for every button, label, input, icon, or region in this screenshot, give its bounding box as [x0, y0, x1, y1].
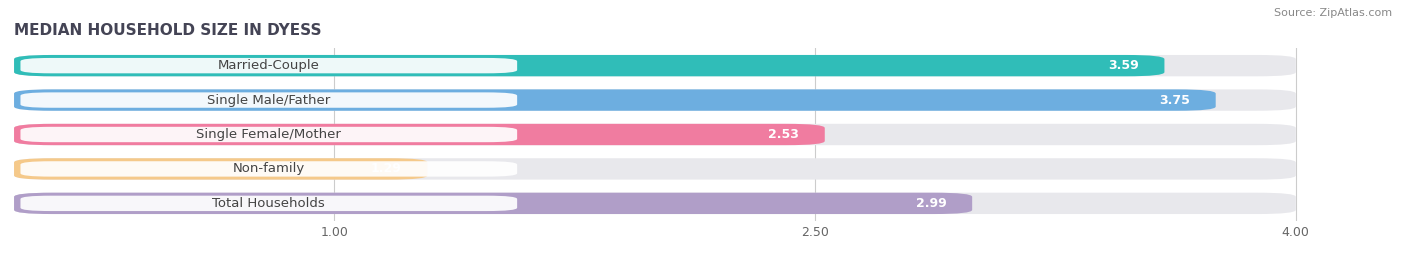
Text: Married-Couple: Married-Couple — [218, 59, 319, 72]
Text: 3.75: 3.75 — [1159, 94, 1189, 107]
FancyBboxPatch shape — [14, 89, 1216, 111]
Text: MEDIAN HOUSEHOLD SIZE IN DYESS: MEDIAN HOUSEHOLD SIZE IN DYESS — [14, 23, 322, 38]
Text: Total Households: Total Households — [212, 197, 325, 210]
FancyBboxPatch shape — [14, 193, 972, 214]
FancyBboxPatch shape — [14, 55, 1296, 76]
FancyBboxPatch shape — [14, 158, 427, 180]
Text: Source: ZipAtlas.com: Source: ZipAtlas.com — [1274, 8, 1392, 18]
FancyBboxPatch shape — [14, 158, 1296, 180]
FancyBboxPatch shape — [14, 193, 1296, 214]
Text: Single Male/Father: Single Male/Father — [207, 94, 330, 107]
Text: 2.53: 2.53 — [768, 128, 799, 141]
Text: 1.29: 1.29 — [371, 162, 402, 175]
FancyBboxPatch shape — [14, 55, 1164, 76]
Text: Non-family: Non-family — [232, 162, 305, 175]
FancyBboxPatch shape — [21, 161, 517, 177]
Text: 3.59: 3.59 — [1108, 59, 1139, 72]
Text: Single Female/Mother: Single Female/Mother — [197, 128, 342, 141]
Text: 2.99: 2.99 — [915, 197, 946, 210]
FancyBboxPatch shape — [14, 124, 825, 145]
FancyBboxPatch shape — [21, 92, 517, 108]
FancyBboxPatch shape — [21, 58, 517, 73]
FancyBboxPatch shape — [21, 196, 517, 211]
FancyBboxPatch shape — [14, 89, 1296, 111]
FancyBboxPatch shape — [14, 124, 1296, 145]
FancyBboxPatch shape — [21, 127, 517, 142]
